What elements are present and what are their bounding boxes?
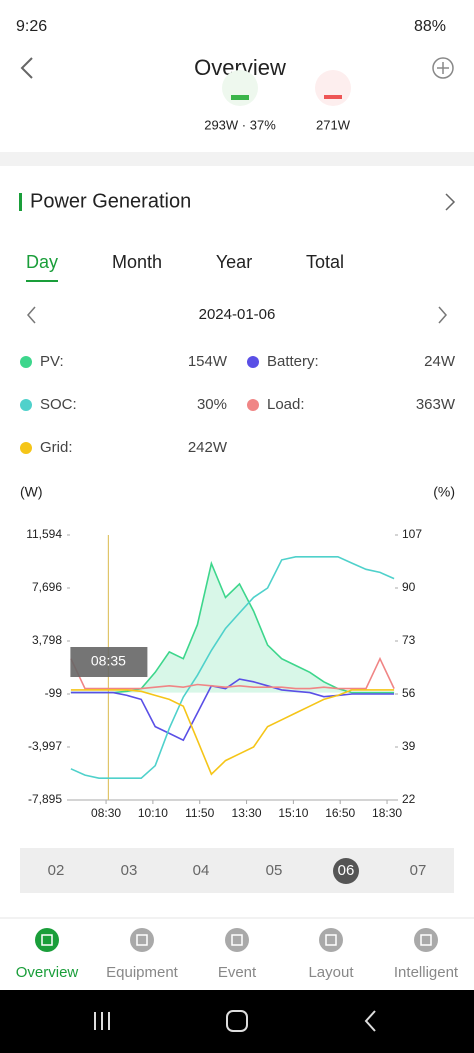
next-date[interactable] [438,306,447,324]
x-tick-label: 15:10 [278,806,308,820]
y-axis-label: (W) [20,484,43,500]
add[interactable] [432,57,454,79]
legend-label: Load: [267,396,305,413]
x-tick-label: 18:30 [372,806,402,820]
home[interactable] [226,1010,248,1032]
y2-tick-label: 90 [402,580,416,594]
tab-underline [26,280,58,282]
nav-icon[interactable] [319,928,343,952]
legend-dot [20,442,32,454]
nav-icon[interactable] [225,928,249,952]
nav-label[interactable]: Overview [16,964,79,981]
section-title: Power Generation [30,190,191,212]
legend-dot [247,399,259,411]
summary-pv: 293W · 37% [204,117,276,132]
day[interactable]: 05 [266,862,283,879]
series-line [70,689,395,776]
load-icon-bar [324,95,342,99]
day[interactable]: 03 [121,862,138,879]
nav-label[interactable]: Intelligent [394,964,459,981]
y-tick-label: -7,895 [28,792,62,806]
series-area [70,563,395,693]
back[interactable] [20,57,33,79]
date[interactable]: 2024-01-06 [199,306,276,323]
y2-axis-label: (%) [433,484,455,500]
series-line [70,656,395,690]
separator [0,152,474,166]
nav-icon-glyph [325,934,337,946]
nav-icon[interactable] [35,928,59,952]
legend-dot [247,356,259,368]
day-selected [333,858,359,884]
pv-icon-bar [231,95,249,100]
y2-tick-label: 107 [402,527,422,541]
status-time: 9:26 [16,18,47,35]
x-tick-label: 11:50 [185,806,214,820]
battery-level: 88% [414,18,446,35]
y-tick-label: -3,997 [28,739,62,753]
tab[interactable]: Day [26,252,58,272]
nav-icon-glyph [231,934,243,946]
system-nav [0,990,474,1053]
legend-value: 24W [424,353,456,370]
x-tick-label: 10:10 [138,806,168,820]
legend-label: PV: [40,353,64,370]
nav-icon[interactable] [130,928,154,952]
tab[interactable]: Year [216,252,252,272]
y-tick-label: 3,798 [32,633,62,647]
day[interactable]: 06 [338,862,355,879]
y2-tick-label: 56 [402,686,416,700]
y2-tick-label: 73 [402,633,416,647]
legend-value: 30% [197,396,227,413]
nav-icon-glyph [136,934,148,946]
y2-tick-label: 39 [402,739,416,753]
legend-label: SOC: [40,396,77,413]
pv-icon [222,70,258,106]
recents[interactable] [94,1012,110,1030]
tab[interactable]: Total [306,252,344,272]
y-tick-label: 11,594 [26,527,62,541]
summary-load: 271W [316,117,351,132]
legend-value: 154W [188,353,228,370]
nav-icon-glyph [420,934,432,946]
day[interactable]: 02 [48,862,65,879]
series-line [70,556,395,779]
x-tick-label: 13:30 [232,806,262,820]
load-icon [315,70,351,106]
x-tick-label: 16:50 [325,806,355,820]
prev-date[interactable] [27,306,36,324]
nav-label[interactable]: Event [218,964,257,981]
tooltip-box [70,647,148,677]
legend-label: Grid: [40,439,73,456]
legend-value: 363W [416,396,456,413]
day[interactable]: 07 [410,862,427,879]
legend-label: Battery: [267,353,319,370]
x-tick-label: 08:30 [91,806,121,820]
day[interactable]: 04 [193,862,210,879]
system-back[interactable] [364,1010,376,1032]
nav-icon[interactable] [414,928,438,952]
nav-icon-glyph [41,934,53,946]
nav-label[interactable]: Layout [308,964,354,981]
day-strip [20,848,454,893]
legend-dot [20,356,32,368]
y2-tick-label: 22 [402,792,416,806]
y-tick-label: 7,696 [32,580,62,594]
tooltip-label: 08:35 [91,653,126,669]
legend-value: 242W [188,439,228,456]
legend-dot [20,399,32,411]
nav-label[interactable]: Equipment [106,964,179,981]
section-more[interactable] [445,193,456,211]
tab[interactable]: Month [112,252,162,272]
y-tick-label: -99 [45,686,63,700]
section-marker [19,193,22,211]
